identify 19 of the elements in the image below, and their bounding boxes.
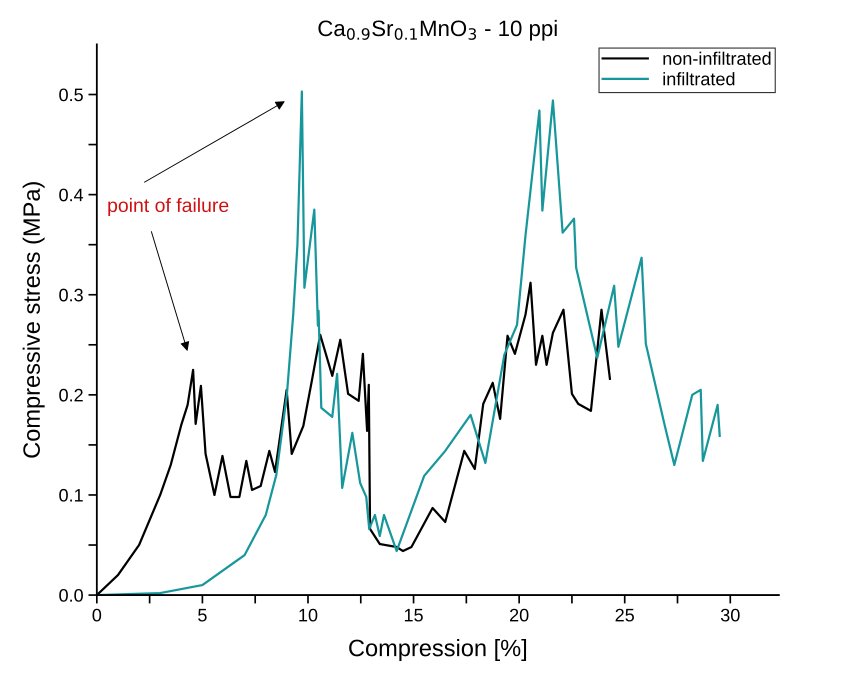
y-tick-label: 0.0 [59,589,83,602]
legend-label: non-infiltrated [663,52,770,65]
x-tick-label: 25 [616,608,634,622]
y-tick-label: 0.3 [59,288,83,302]
y-tick-label: 0.5 [59,88,83,102]
x-tick-label: 10 [299,608,318,622]
y-tick-label: 0.4 [59,188,84,202]
x-tick-label: 0 [92,608,102,622]
y-tick-label: 0.2 [59,388,83,402]
chart-title: Ca$_{0.9}$Sr$_{0.1}$MnO$_{3}$ - 10 ppi [318,20,557,41]
y-axis-title: Compressive stress (MPa) [22,182,45,458]
annotation: point of failure [108,198,228,216]
legend-label: infiltrated [663,72,734,86]
x-tick-label: 5 [198,608,207,622]
x-tick-label: 30 [720,608,740,622]
x-axis-title: Compression [%] [349,638,526,662]
x-tick-label: 20 [510,608,528,622]
y-tick-label: 0.1 [59,488,83,502]
x-tick-label: 15 [404,608,423,622]
